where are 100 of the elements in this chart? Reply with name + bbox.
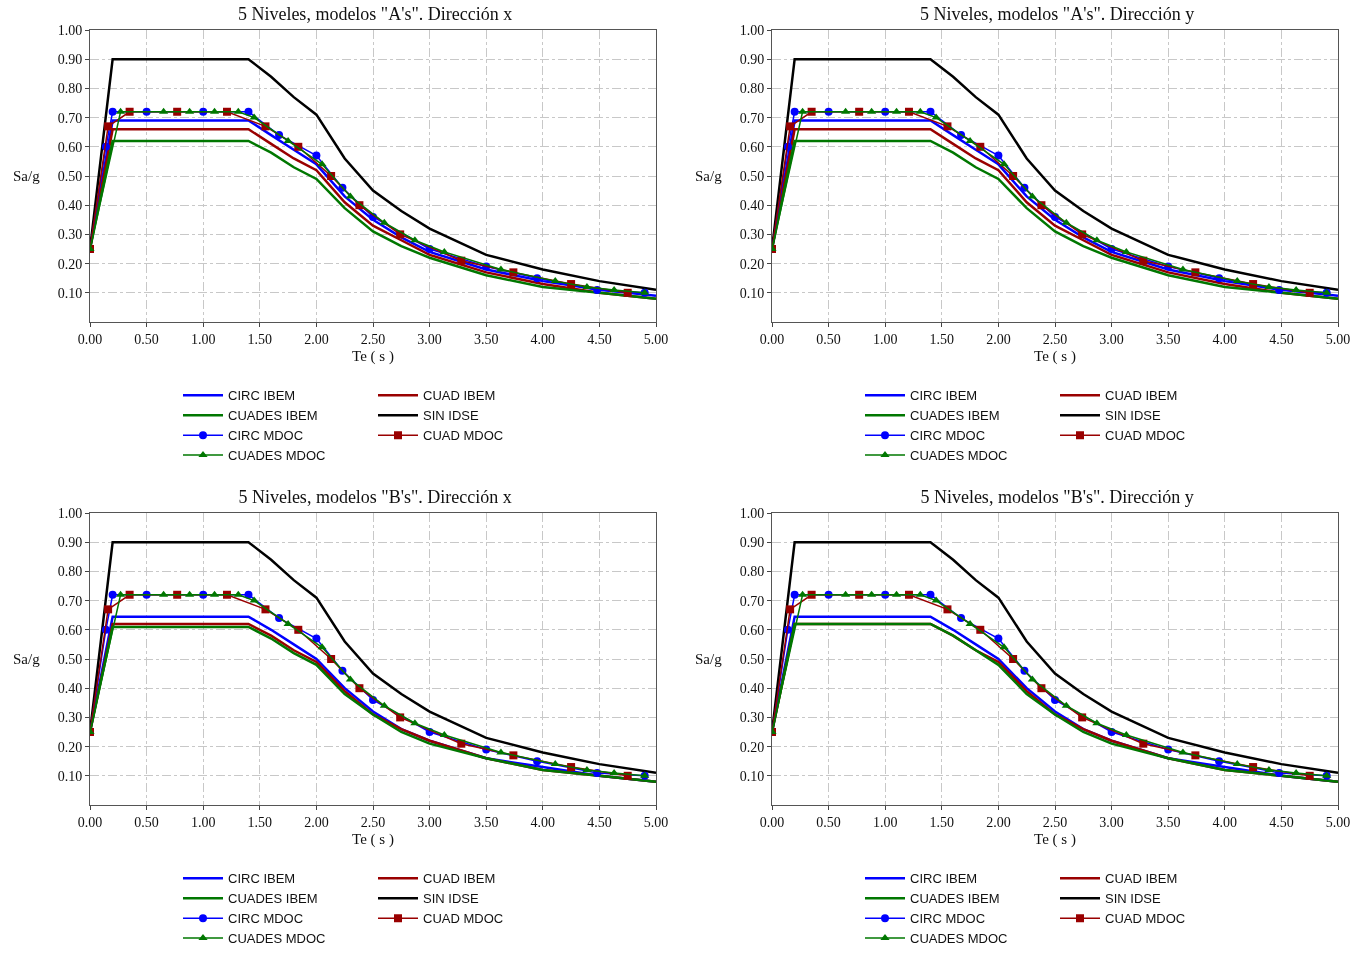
y-tick-label: 0.30 (57, 227, 83, 243)
x-tick-label: 3.00 (417, 814, 442, 830)
chart-title: 5 Niveles, modelos "B's". Dirección x (238, 486, 512, 507)
y-axis-title: Sa/g (695, 168, 723, 184)
x-tick-label: 4.50 (587, 814, 612, 830)
y-tick-label: 0.40 (57, 198, 83, 214)
x-tick-label: 1.50 (247, 331, 273, 347)
y-tick-label: 0.70 (739, 110, 765, 126)
y-tick-label: 0.80 (57, 81, 83, 97)
y-tick-label: 0.20 (739, 256, 765, 272)
x-tick-label: 1.50 (929, 331, 955, 347)
y-tick-label: 0.80 (739, 81, 765, 97)
chart-title: 5 Niveles, modelos "A's". Dirección x (237, 3, 513, 24)
x-tick-label: 4.50 (587, 331, 612, 347)
y-tick-label: 0.10 (57, 768, 83, 784)
y-tick-label: 0.80 (739, 564, 765, 580)
legend-label: CUAD IBEM (423, 388, 496, 404)
x-tick-label: 4.00 (1212, 331, 1238, 347)
y-tick-label: 0.80 (57, 564, 83, 580)
x-tick-label: 4.00 (530, 814, 556, 830)
y-tick-label: 0.40 (57, 681, 83, 697)
x-tick-label: 3.50 (1155, 331, 1181, 347)
x-axis-title: Te ( s ) (1034, 347, 1076, 365)
y-tick-label: 0.90 (739, 52, 765, 68)
legend-label: CIRC IBEM (910, 388, 978, 404)
y-tick-label: 0.50 (739, 651, 765, 667)
y-tick-label: 0.20 (57, 256, 83, 272)
x-axis-title: Te ( s ) (352, 347, 394, 365)
legend-label: SIN IDSE (1105, 408, 1161, 424)
x-tick-label: 5.00 (643, 814, 669, 830)
legend-label: CIRC MDOC (910, 911, 986, 927)
x-tick-label: 0.50 (816, 331, 841, 347)
y-tick-label: 0.60 (57, 139, 83, 155)
x-tick-label: 4.00 (1212, 814, 1238, 830)
x-tick-label: 4.00 (530, 331, 556, 347)
y-tick-label: 0.50 (57, 651, 83, 667)
y-tick-label: 0.10 (739, 285, 765, 301)
legend-label: SIN IDSE (1105, 891, 1161, 907)
x-tick-label: 2.50 (360, 814, 386, 830)
x-tick-label: 1.50 (247, 814, 273, 830)
legend-label: CIRC MDOC (228, 911, 304, 927)
x-axis-title: Te ( s ) (352, 830, 394, 848)
x-tick-label: 5.00 (1325, 331, 1351, 347)
y-axis-title: Sa/g (695, 651, 723, 667)
y-tick-label: 1.00 (57, 505, 83, 521)
chart-title: 5 Niveles, modelos "A's". Dirección y (919, 3, 1195, 24)
x-tick-label: 1.00 (190, 814, 216, 830)
x-tick-label: 0.00 (77, 814, 103, 830)
legend-label: CUAD MDOC (423, 428, 504, 444)
legend-label: CIRC IBEM (228, 871, 296, 887)
x-tick-label: 3.00 (1099, 331, 1124, 347)
y-tick-label: 0.90 (57, 535, 83, 551)
x-tick-label: 3.00 (417, 331, 442, 347)
y-tick-label: 0.70 (739, 593, 765, 609)
y-tick-label: 0.70 (57, 110, 83, 126)
x-tick-label: 4.50 (1269, 814, 1294, 830)
chart-title: 5 Niveles, modelos "B's". Dirección y (920, 486, 1194, 507)
y-tick-label: 0.30 (739, 227, 765, 243)
x-tick-label: 2.00 (304, 331, 329, 347)
y-tick-label: 0.10 (57, 285, 83, 301)
legend-label: CUADES MDOC (910, 931, 1008, 947)
x-tick-label: 3.50 (473, 331, 499, 347)
x-tick-label: 1.50 (929, 814, 955, 830)
legend-label: CIRC MDOC (228, 428, 304, 444)
x-tick-label: 2.00 (304, 814, 329, 830)
x-tick-label: 3.50 (473, 814, 499, 830)
y-tick-label: 0.60 (57, 622, 83, 638)
y-tick-label: 0.20 (57, 739, 83, 755)
legend-label: CUADES MDOC (228, 931, 326, 947)
x-tick-label: 0.50 (134, 331, 159, 347)
legend-label: CUAD MDOC (1105, 911, 1186, 927)
x-tick-label: 1.00 (872, 331, 898, 347)
y-axis-title: Sa/g (13, 651, 41, 667)
legend-label: CUADES MDOC (910, 448, 1008, 464)
y-tick-label: 0.50 (739, 168, 765, 184)
legend-label: CUAD MDOC (1105, 428, 1186, 444)
x-tick-label: 2.00 (986, 814, 1011, 830)
y-tick-label: 0.30 (57, 710, 83, 726)
y-tick-label: 0.70 (57, 593, 83, 609)
y-tick-label: 1.00 (739, 22, 765, 38)
y-tick-label: 0.50 (57, 168, 83, 184)
x-tick-label: 0.50 (134, 814, 159, 830)
y-tick-label: 0.90 (739, 535, 765, 551)
x-tick-label: 0.00 (759, 814, 785, 830)
y-tick-label: 1.00 (739, 505, 765, 521)
legend-label: CUADES IBEM (910, 891, 1000, 907)
x-tick-label: 1.00 (190, 331, 216, 347)
legend-label: CUAD IBEM (423, 871, 496, 887)
legend-label: CIRC IBEM (910, 871, 978, 887)
x-axis-title: Te ( s ) (1034, 830, 1076, 848)
y-tick-label: 0.40 (739, 681, 765, 697)
legend-label: CIRC IBEM (228, 388, 296, 404)
legend-label: CUAD IBEM (1105, 388, 1178, 404)
x-tick-label: 2.50 (1042, 814, 1068, 830)
x-tick-label: 0.50 (816, 814, 841, 830)
y-tick-label: 0.60 (739, 139, 765, 155)
legend-label: CIRC MDOC (910, 428, 986, 444)
x-tick-label: 3.50 (1155, 814, 1181, 830)
x-tick-label: 3.00 (1099, 814, 1124, 830)
legend-label: CUAD IBEM (1105, 871, 1178, 887)
